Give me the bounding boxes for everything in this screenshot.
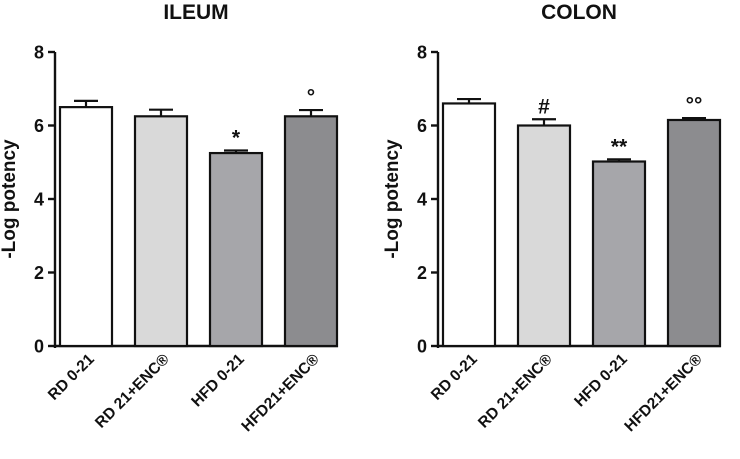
y-tick-label: 4 xyxy=(417,190,427,210)
x-category-label: HFD21+ENC® xyxy=(238,350,323,435)
x-category-label: RD 0-21 xyxy=(45,351,98,404)
y-tick-label: 4 xyxy=(34,190,44,210)
significance-marker: °° xyxy=(686,94,703,117)
bar xyxy=(133,115,189,348)
significance-marker: # xyxy=(538,95,550,118)
x-category-label: HFD 0-21 xyxy=(188,351,248,411)
x-category-label: RD 0-21 xyxy=(428,351,481,404)
bar xyxy=(591,160,647,348)
y-tick-label: 8 xyxy=(34,43,44,63)
y-tick-label: 0 xyxy=(417,337,427,357)
chart-panel-2: COLON -Log potency 0 2 4 6 8 RD 0-21 # RD 21+ENC®… xyxy=(382,1,722,435)
significance-marker: ** xyxy=(611,135,628,158)
x-category-label: HFD 0-21 xyxy=(571,351,631,411)
bar xyxy=(283,115,339,348)
chart-title: COLON xyxy=(541,1,617,24)
y-tick-label: 2 xyxy=(34,263,44,283)
y-tick-label: 6 xyxy=(417,116,427,136)
x-category-label: HFD21+ENC® xyxy=(621,350,706,435)
bar xyxy=(666,118,722,348)
bar xyxy=(441,102,497,348)
chart-title: ILEUM xyxy=(163,1,228,24)
bar xyxy=(208,151,264,348)
y-axis-label: -Log potency xyxy=(382,139,403,259)
significance-marker: ° xyxy=(307,86,315,109)
x-category-label: RD 21+ENC® xyxy=(92,350,173,431)
significance-marker: * xyxy=(232,126,241,149)
x-category-label: RD 21+ENC® xyxy=(475,350,556,431)
y-tick-label: 2 xyxy=(417,263,427,283)
y-tick-label: 8 xyxy=(417,43,427,63)
y-tick-label: 0 xyxy=(34,337,44,357)
y-tick-label: 6 xyxy=(34,116,44,136)
bar xyxy=(58,106,114,348)
y-axis-label: -Log potency xyxy=(0,139,20,259)
bar xyxy=(516,124,572,348)
